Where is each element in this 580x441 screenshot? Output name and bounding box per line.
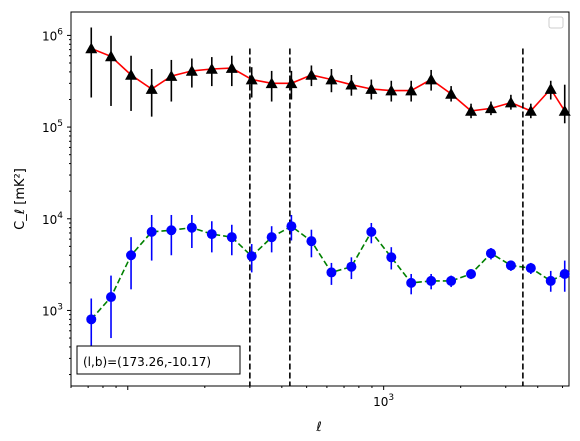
series-0-point bbox=[125, 68, 138, 80]
y-tick-label: 103 bbox=[42, 302, 63, 318]
series-0-point bbox=[465, 104, 478, 116]
series-1-point bbox=[326, 267, 337, 278]
legend-box bbox=[548, 16, 564, 29]
tick-labels: 103 104 105 106 103 bbox=[42, 27, 394, 409]
vertical-lines bbox=[249, 48, 524, 386]
series-1-point bbox=[386, 252, 397, 263]
series-1-point bbox=[426, 275, 437, 286]
series-1-point bbox=[446, 275, 457, 286]
series-0-point bbox=[105, 50, 118, 62]
series-1-point bbox=[206, 229, 217, 240]
series-0-point bbox=[225, 62, 238, 73]
series-1-point bbox=[106, 292, 117, 303]
series-0-point bbox=[385, 84, 398, 96]
series-1-point bbox=[466, 268, 477, 279]
series-0-point bbox=[345, 78, 358, 90]
plot-frame bbox=[70, 11, 570, 387]
series-1-point bbox=[146, 226, 157, 237]
series-0-point bbox=[145, 83, 158, 94]
y-tick-label: 105 bbox=[42, 119, 63, 135]
series-0-point bbox=[365, 83, 378, 94]
series-1-point bbox=[246, 251, 257, 262]
series-1-point bbox=[86, 314, 97, 325]
series-1-point bbox=[286, 221, 297, 232]
series-0-line bbox=[91, 47, 566, 112]
series-0-point bbox=[484, 102, 497, 114]
series-0-point bbox=[205, 63, 218, 74]
series-0-point bbox=[504, 96, 517, 108]
series-1-point bbox=[346, 261, 357, 272]
series-0-point bbox=[285, 77, 298, 89]
series-1-point bbox=[366, 226, 377, 237]
series-0-point bbox=[85, 42, 98, 54]
y-tick-label: 106 bbox=[42, 27, 63, 43]
series-0-point bbox=[305, 68, 318, 80]
series-0-point bbox=[425, 73, 438, 85]
series-0-point bbox=[544, 83, 557, 94]
series-0-point bbox=[405, 84, 418, 96]
series-0-point bbox=[185, 64, 198, 76]
y-tick-label: 104 bbox=[42, 211, 63, 227]
series-0-point bbox=[165, 70, 178, 81]
series-1-point bbox=[485, 248, 496, 259]
series-1-point bbox=[559, 268, 570, 279]
series-0-point bbox=[445, 87, 458, 99]
series-0-point bbox=[265, 77, 278, 89]
annotation-text: (l,b)=(173.26,-10.17) bbox=[83, 355, 211, 369]
x-tick-label: 103 bbox=[373, 393, 394, 409]
x-axis-label: ℓ bbox=[315, 420, 321, 435]
series-1-point bbox=[186, 222, 197, 233]
annotation-box bbox=[76, 345, 241, 375]
series-lines bbox=[90, 47, 566, 320]
series-1-point bbox=[266, 232, 277, 243]
series-1-point bbox=[545, 275, 556, 286]
series-markers bbox=[85, 42, 571, 325]
y-axis-label: C_ℓ [mK²] bbox=[13, 168, 28, 230]
series-0-point bbox=[325, 73, 338, 85]
series-0-point bbox=[524, 104, 537, 116]
series-1-point bbox=[505, 260, 516, 271]
series-1-point bbox=[126, 250, 137, 261]
series-1-point bbox=[166, 225, 177, 236]
axis-ticks bbox=[67, 34, 564, 390]
series-1-point bbox=[525, 263, 536, 274]
series-1-point bbox=[306, 236, 317, 247]
series-1-point bbox=[406, 277, 417, 288]
series-0-point bbox=[245, 73, 258, 85]
error-bars bbox=[90, 27, 566, 353]
series-0-point bbox=[558, 104, 571, 116]
series-1-point bbox=[226, 232, 237, 243]
